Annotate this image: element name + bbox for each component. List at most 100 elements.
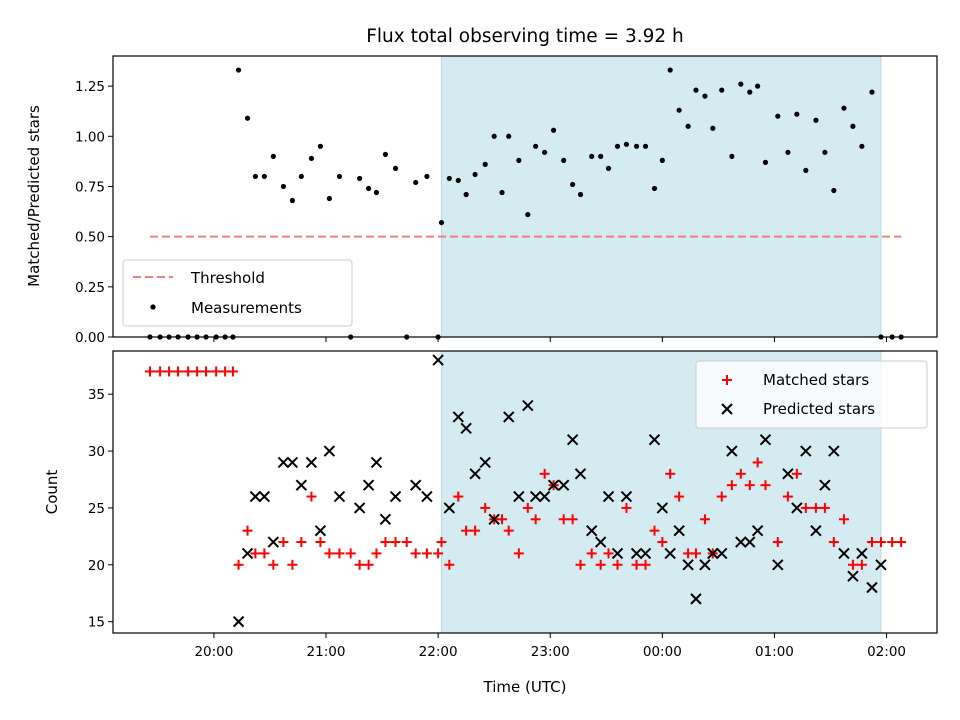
measurement-point (822, 149, 828, 155)
matched-star-point (810, 502, 821, 513)
predicted-marker-b (421, 490, 433, 503)
matched-star-point (461, 525, 472, 536)
measurement-point (357, 175, 363, 182)
measurement-point (651, 185, 658, 192)
predicted-star-point (370, 456, 383, 469)
predicted-star-point (362, 479, 375, 491)
measurement-point (859, 143, 865, 149)
measurement-point (775, 113, 781, 119)
predicted-marker-b (620, 490, 633, 503)
measurement-point (455, 177, 461, 184)
predicted-star-point (648, 433, 661, 446)
predicted-marker-b (673, 524, 685, 537)
predicted-star-point (682, 559, 694, 571)
predicted-marker-b (828, 445, 840, 457)
matched-star-point (278, 537, 289, 548)
x-tick-label: 23:00 (531, 644, 570, 660)
predicted-star-point (286, 456, 299, 469)
measurement-point (550, 127, 557, 133)
predicted-marker-b (566, 433, 579, 446)
predicted-marker-b (314, 524, 327, 537)
matched-star-point (324, 548, 335, 559)
matched-star-point (828, 537, 839, 548)
measurement-point (382, 151, 389, 157)
predicted-star-point (791, 502, 803, 514)
measurement-point (413, 179, 419, 186)
predicted-marker-b (759, 433, 772, 446)
predicted-star-point (620, 490, 633, 503)
matched-star-point (371, 548, 382, 559)
predicted-marker-b (656, 502, 669, 514)
measurement-point (623, 141, 630, 147)
predicted-star-point (866, 581, 878, 594)
measurement-point (605, 165, 612, 171)
matched-star-point (363, 559, 374, 570)
y-tick-label: 30 (88, 444, 105, 460)
matched-star-point (603, 548, 614, 559)
top-panel-legend: Threshold Measurements (122, 259, 353, 327)
predicted-marker-b (707, 547, 719, 560)
predicted-marker-b (538, 490, 551, 503)
matched-star-point (772, 537, 783, 548)
predicted-marker-b (409, 479, 422, 491)
predicted-marker-b (370, 456, 383, 469)
predicted-marker-b (639, 547, 652, 560)
measurement-point (235, 67, 242, 73)
matched-star-point (586, 548, 597, 559)
matched-star-point (334, 548, 345, 559)
y-tick-label: 0.00 (75, 330, 105, 346)
matched-star-point (847, 559, 858, 570)
measurement-point (598, 153, 604, 159)
predicted-marker-b (690, 593, 702, 605)
predicted-marker-b (295, 479, 308, 491)
predicted-marker-b (574, 468, 587, 480)
legend-measurements-swatch (150, 304, 156, 310)
predicted-marker-b (682, 559, 694, 571)
predicted-star-point (469, 468, 481, 480)
measurement-point (533, 143, 539, 149)
predicted-star-point (611, 547, 624, 560)
measurement-point (570, 181, 576, 188)
matched-star-point (800, 502, 811, 513)
predicted-star-point (566, 433, 579, 446)
predicted-star-point (421, 490, 433, 503)
matched-star-point (242, 525, 253, 536)
predicted-marker-b (469, 468, 481, 480)
measurement-point (589, 153, 595, 159)
matched-star-point (782, 491, 793, 502)
matched-star-point (887, 537, 898, 548)
predicted-marker-b (333, 490, 346, 503)
predicted-star-point (443, 502, 456, 514)
bottom-panel-legend: Matched stars Predicted stars (695, 360, 928, 429)
top-panel-frame (112, 55, 938, 338)
matched-star-point (752, 457, 763, 468)
measurement-point (738, 81, 744, 87)
predicted-star-point (389, 490, 402, 503)
matched-star-point (657, 537, 668, 548)
matched-star-point (621, 502, 632, 513)
measurement-point (491, 133, 497, 139)
observing-window-shade (440, 55, 882, 338)
matched-star-point (315, 537, 326, 548)
predicted-marker-b (664, 547, 676, 560)
matched-star-point (522, 502, 533, 513)
matched-star-point (760, 480, 771, 491)
predicted-star-point (522, 399, 534, 412)
measurement-point (289, 197, 295, 204)
predicted-star-point (409, 479, 422, 491)
measurement-point (336, 173, 343, 180)
predicted-star-point (690, 593, 702, 605)
x-tick-label: 21:00 (307, 644, 346, 660)
predicted-star-point (538, 490, 551, 503)
matched-star-point (306, 491, 317, 502)
matched-star-point (192, 366, 203, 377)
predicted-marker-b (782, 468, 794, 480)
predicted-star-point (353, 502, 366, 514)
matched-star-point (838, 514, 849, 525)
matched-star-point (470, 525, 481, 536)
predicted-star-point (630, 547, 643, 560)
matched-star-point (201, 366, 212, 377)
y-tick-label: 15 (88, 615, 105, 631)
matched-star-point (856, 559, 867, 570)
